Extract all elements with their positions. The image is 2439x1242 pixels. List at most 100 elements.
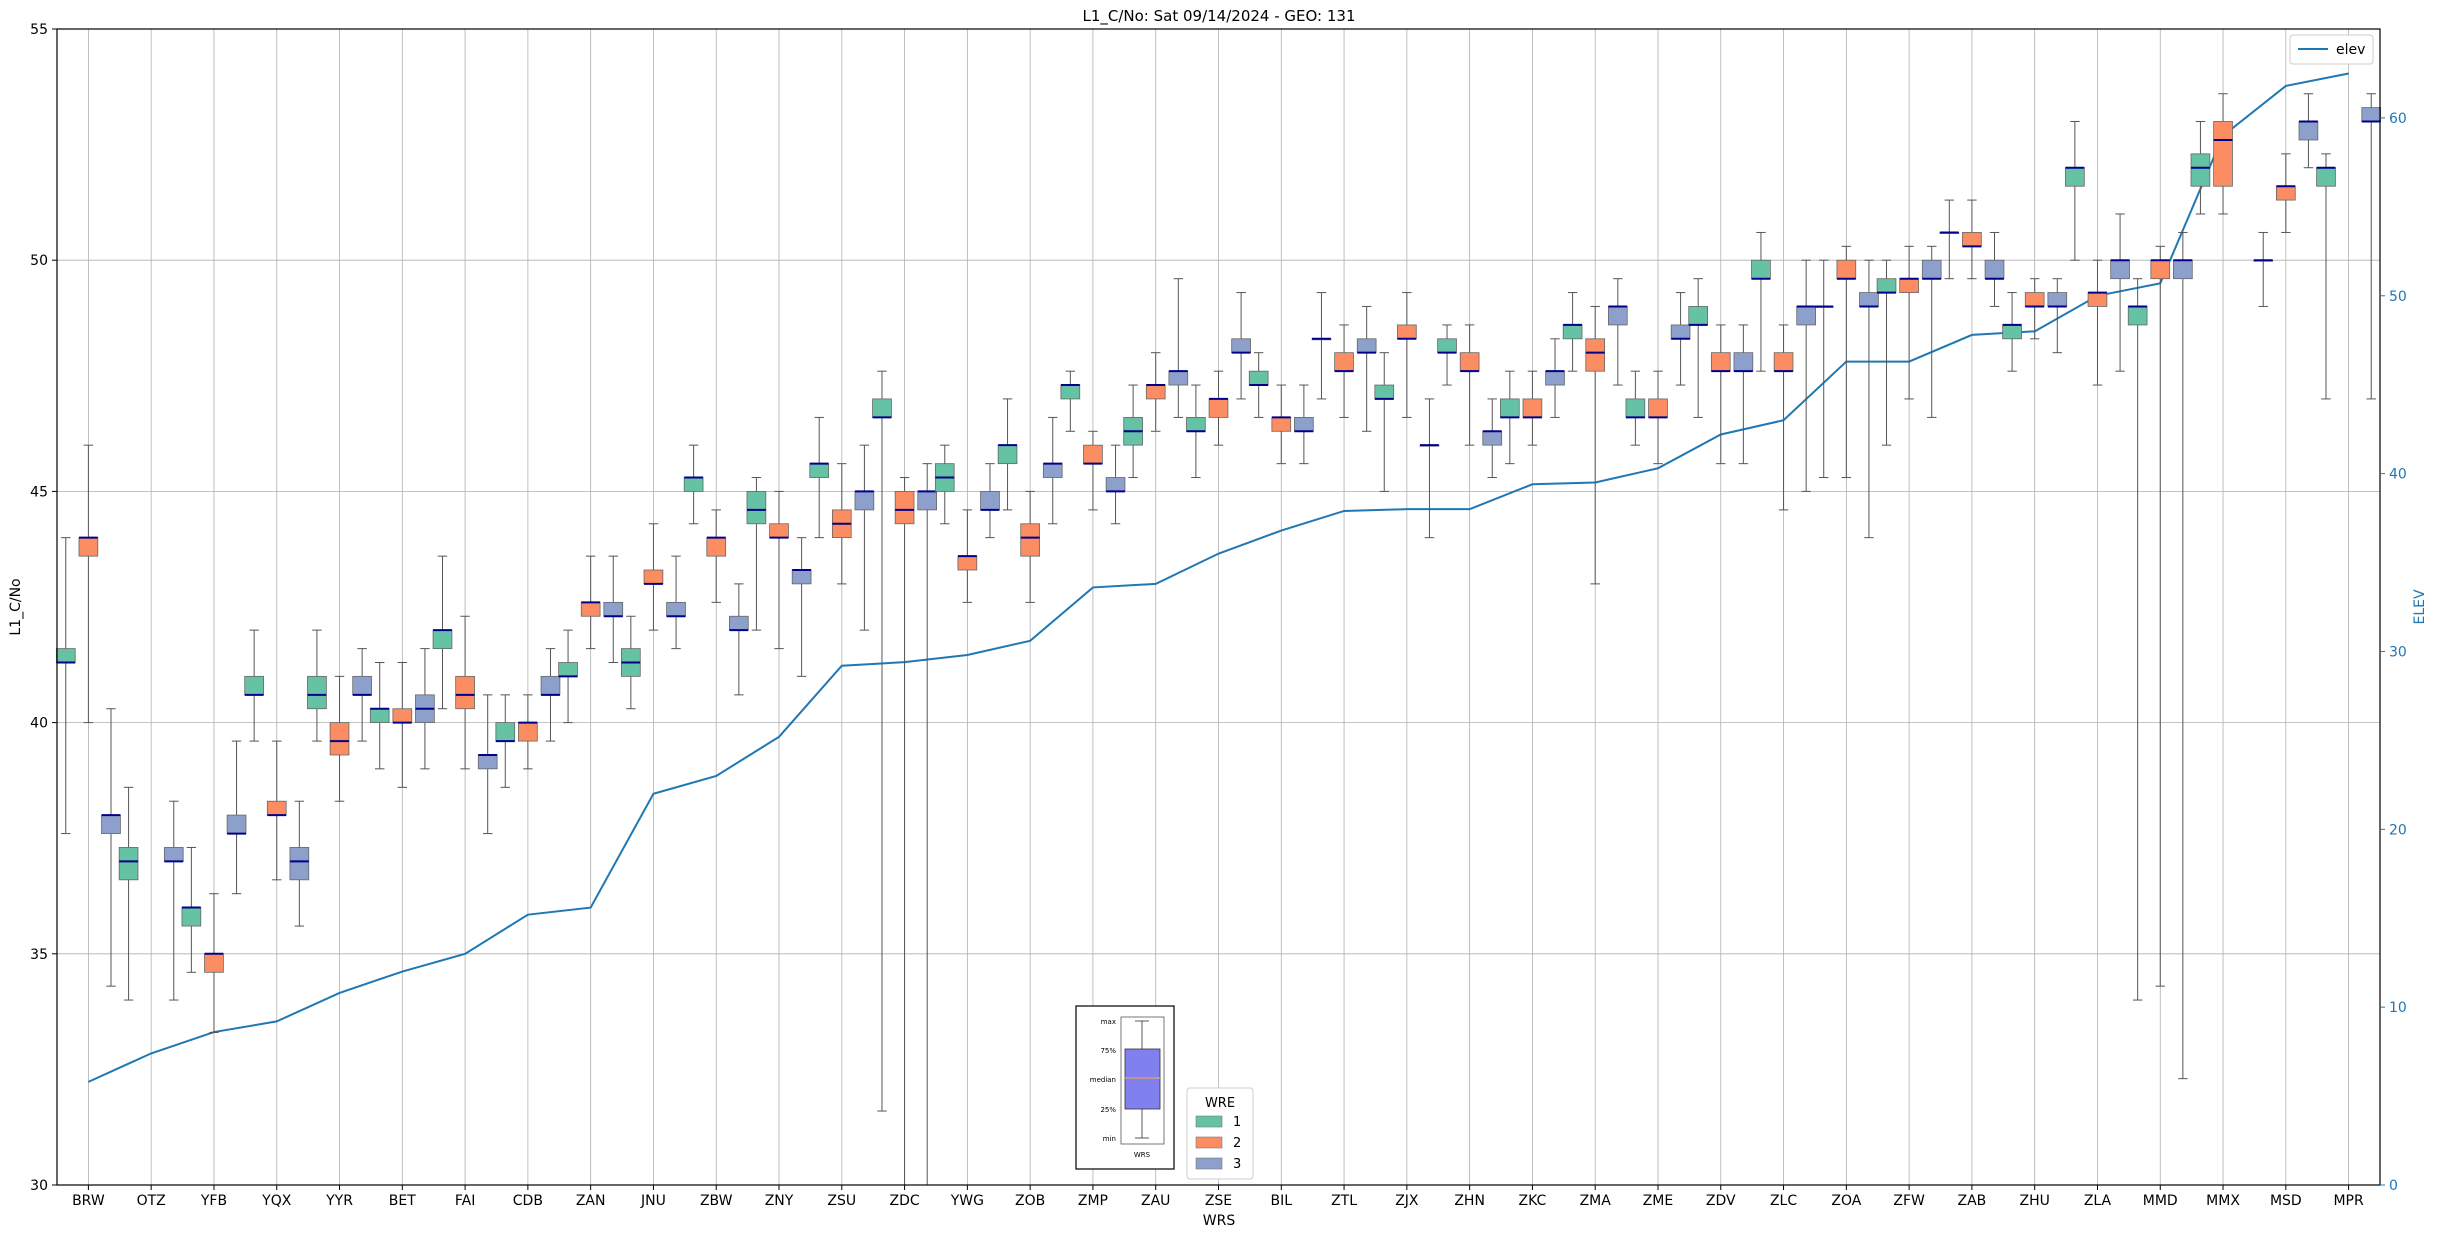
box-MMX-wre1: [2190, 120, 2211, 215]
wre-legend-swatch-2: [1195, 1136, 1223, 1149]
box-ZAU-wre2: [1145, 352, 1166, 432]
box-MPR-wre3: [2361, 93, 2382, 400]
wre-legend-label-3: 3: [1233, 1157, 1241, 1172]
box-iqr: [997, 444, 1018, 465]
box-ZJX-wre1: [1374, 352, 1395, 492]
explainer-label-max: max: [1101, 1018, 1116, 1026]
box-iqr: [455, 675, 475, 710]
box-iqr: [1397, 324, 1417, 340]
x-tick-label: ZOB: [1015, 1193, 1045, 1209]
x-tick-label: OTZ: [137, 1193, 166, 1209]
box-ZDC-wre3: [917, 463, 938, 1186]
box-iqr: [432, 629, 453, 650]
box-iqr: [2087, 292, 2108, 307]
box-iqr: [1042, 463, 1063, 478]
y-tick-label: 30: [30, 1178, 48, 1194]
box-ZMP-wre2: [1083, 430, 1103, 511]
box-MMD-wre3: [2173, 231, 2193, 1080]
box-iqr: [1859, 292, 1879, 307]
x-tick-label: ZAN: [576, 1193, 606, 1209]
x-tick-label: MPR: [2333, 1193, 2364, 1209]
box-iqr: [2298, 121, 2319, 141]
box-iqr: [1733, 352, 1754, 372]
box-iqr: [1186, 417, 1206, 432]
axes: BRW OTZ YFB YQX YYR BET FAI CDB ZAN JNU ZBW ZNY ZSU Z…: [30, 22, 2407, 1209]
y-axis-label: L1_C/No: [8, 578, 24, 635]
box-BET-wre1: [369, 661, 390, 770]
box-iqr: [181, 907, 202, 927]
box-ZAB-wre1: [1939, 199, 1960, 280]
box-iqr: [558, 662, 578, 677]
x-tick-label: ZOA: [1831, 1193, 1861, 1209]
box-ZAU-wre1: [1123, 384, 1143, 479]
explainer-label-25: 25%: [1100, 1106, 1116, 1114]
box-BIL-wre2: [1271, 384, 1292, 465]
x-tick-label: BET: [389, 1193, 416, 1209]
x-tick-label: ZFW: [1893, 1193, 1925, 1209]
box-ZHU-wre2: [2024, 278, 2045, 340]
box-CDB-wre1: [495, 694, 516, 788]
box-iqr: [1248, 370, 1269, 386]
box-ZMA-wre1: [1562, 292, 1583, 372]
x-tick-label: ZAU: [1141, 1193, 1170, 1209]
box-ZTL-wre1: [1311, 292, 1332, 400]
wre-legend-label-1: 1: [1233, 1115, 1241, 1130]
box-iqr: [2190, 153, 2211, 187]
x-tick-label: FAI: [455, 1193, 475, 1209]
y2-tick-label: 10: [2389, 1000, 2407, 1016]
explainer-label-min: min: [1103, 1135, 1116, 1143]
box-BIL-wre1: [1248, 352, 1269, 418]
x-tick-label: ZLA: [2084, 1193, 2112, 1209]
elev-legend-label: elev: [2336, 42, 2365, 58]
box-ZHU-wre1: [2002, 292, 2022, 372]
box-ZAB-wre2: [1962, 199, 1982, 280]
box-BET-wre2: [392, 661, 413, 788]
box-ZLA-wre1: [2065, 120, 2085, 261]
box-iqr: [477, 754, 498, 770]
x-tick-label: BIL: [1271, 1193, 1293, 1209]
box-YWG-wre2: [957, 509, 978, 603]
box-iqr: [854, 490, 875, 511]
box-ZLA-wre2: [2087, 259, 2108, 386]
x-tick-label: YWG: [950, 1193, 984, 1209]
box-iqr: [957, 555, 978, 571]
box-ZHN-wre2: [1459, 324, 1480, 446]
box-iqr: [917, 490, 938, 511]
box-MSD-wre2: [2276, 153, 2296, 233]
box-YYR-wre1: [307, 629, 327, 742]
box-iqr: [1836, 259, 1857, 280]
box-iqr: [1670, 324, 1691, 340]
box-ZOB-wre3: [1042, 416, 1063, 525]
box-iqr: [1962, 232, 1982, 247]
box-ZHN-wre1: [1437, 324, 1457, 386]
x-tick-label: ZSE: [1205, 1193, 1232, 1209]
box-JNU-wre3: [666, 555, 686, 650]
y2-tick-label: 40: [2389, 467, 2407, 483]
box-iqr: [1374, 384, 1395, 400]
box-iqr: [101, 814, 121, 834]
box-iqr: [1105, 477, 1126, 492]
box-iqr: [2276, 185, 2296, 201]
box-ZOA-wre3: [1859, 259, 1879, 539]
box-iqr: [1625, 398, 1646, 418]
box-ZFW-wre1: [1876, 259, 1897, 446]
explainer-label-median: median: [1090, 1076, 1116, 1084]
wre-legend-swatch-1: [1195, 1115, 1223, 1128]
box-iqr: [392, 708, 413, 724]
y2-axis-label: ELEV: [2412, 589, 2428, 624]
box-iqr: [2213, 121, 2233, 187]
box-iqr: [289, 847, 310, 881]
x-tick-label: JNU: [640, 1193, 666, 1209]
box-iqr: [226, 814, 247, 834]
box-FAI-wre2: [455, 615, 475, 770]
x-tick-label: ZHU: [2020, 1193, 2050, 1209]
box-ZBW-wre1: [683, 444, 704, 525]
box-iqr: [495, 722, 516, 742]
box-ZME-wre3: [1670, 292, 1691, 386]
box-ZAN-wre1: [558, 629, 578, 724]
y2-tick-label: 30: [2389, 644, 2407, 660]
box-iqr: [683, 477, 704, 492]
